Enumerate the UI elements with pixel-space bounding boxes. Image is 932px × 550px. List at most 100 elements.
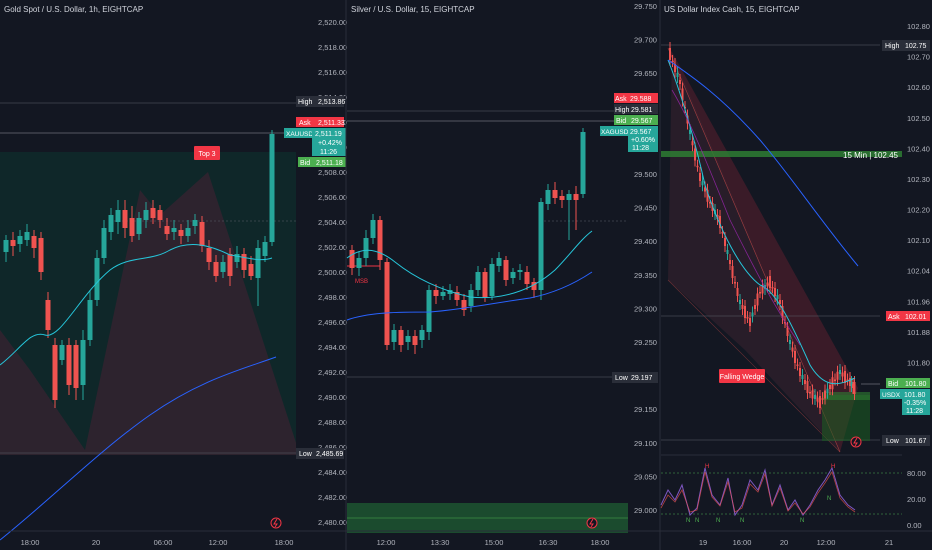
candle-body <box>841 372 844 377</box>
candle-body <box>115 210 121 222</box>
y-tick-label: 2,520.00 <box>318 18 347 27</box>
candle-body <box>108 215 114 232</box>
svg-text:H: H <box>831 464 835 470</box>
silver-replay-icon[interactable] <box>586 517 598 529</box>
osc-h-marker: H <box>705 464 709 470</box>
y-tick-label: 102.10 <box>907 236 930 245</box>
candle-body <box>269 134 275 242</box>
y-tick-label: 80.00 <box>907 469 926 478</box>
candle-body <box>774 288 776 296</box>
candle-body <box>701 181 704 186</box>
chart-panel-gold[interactable]: Top 3 Gold Spot / U.S. Dollar, 1h, EIGHT… <box>0 0 347 547</box>
candle-body <box>691 141 694 146</box>
x-tick-label: 18:00 <box>21 538 40 547</box>
svg-text:Bid: Bid <box>888 381 898 388</box>
candle-body <box>377 220 383 260</box>
chart-panel-silver[interactable]: MSB Silver / U.S. Dollar, 15, EIGHTCAP 2… <box>346 0 660 547</box>
candle-body <box>538 202 544 290</box>
candle-body <box>766 282 769 287</box>
candle-body <box>781 306 784 318</box>
usdx-candles <box>669 42 856 414</box>
candle-body <box>839 370 841 374</box>
candle-body <box>816 397 819 402</box>
candle-body <box>784 322 786 324</box>
candle-body <box>59 345 65 360</box>
candle-body <box>510 272 516 278</box>
x-tick-label: 20 <box>92 538 100 547</box>
svg-text:Low: Low <box>886 438 900 445</box>
y-tick-label: 29.100 <box>634 439 657 448</box>
gold-y-axis[interactable] <box>296 0 346 530</box>
osc-l-marker: N <box>740 518 744 524</box>
candle-body <box>580 132 586 194</box>
candle-body <box>814 395 816 399</box>
candle-body <box>426 290 432 332</box>
candle-body <box>729 260 731 264</box>
usdx-y-axis[interactable] <box>902 0 932 530</box>
candle-body <box>824 390 826 399</box>
candle-body <box>826 388 829 393</box>
svg-text:Ask: Ask <box>299 120 311 127</box>
y-tick-label: 2,500.00 <box>318 268 347 277</box>
usdx-high-tag: High 102.75 <box>882 40 930 51</box>
candle-body <box>185 228 191 236</box>
svg-text:XAGUSD: XAGUSD <box>601 129 629 136</box>
candle-body <box>776 295 779 299</box>
svg-text:101.67: 101.67 <box>905 438 927 445</box>
candle-body <box>811 390 814 399</box>
svg-text:Bid: Bid <box>616 118 626 125</box>
candle-body <box>391 330 397 342</box>
y-tick-label: 2,498.00 <box>318 293 347 302</box>
candle-body <box>806 381 809 393</box>
candle-body <box>734 282 736 284</box>
gold-replay-icon[interactable] <box>270 517 282 529</box>
usdx-replay-icon[interactable] <box>850 436 862 448</box>
silver-ask-tag: Ask 29.588 <box>614 93 658 103</box>
candle-body <box>552 190 558 198</box>
y-tick-label: 29.050 <box>634 472 657 481</box>
y-tick-label: 29.700 <box>634 36 657 45</box>
svg-text:11:28: 11:28 <box>632 145 649 152</box>
candle-body <box>721 232 724 234</box>
candle-body <box>150 208 156 218</box>
candle-body <box>724 238 726 246</box>
candle-body <box>799 368 801 376</box>
silver-x-axis[interactable]: 12:00 13:30 15:00 16:30 18:00 <box>377 538 610 547</box>
candle-body <box>801 375 804 379</box>
silver-annotation-msb: MSB <box>355 279 368 285</box>
y-tick-label: 29.400 <box>634 237 657 246</box>
y-tick-label: 102.04 <box>907 267 930 276</box>
usdx-annotation-wedge: Falling Wedge <box>720 374 765 381</box>
y-tick-label: 2,486.00 <box>318 443 347 452</box>
svg-text:H: H <box>705 464 709 470</box>
gold-ask-tag: Ask 2,511.33 <box>296 117 345 127</box>
usdx-bid-tag: Bid 101.80 <box>886 378 930 388</box>
silver-y-axis[interactable] <box>628 0 660 530</box>
y-tick-label: 2,506.00 <box>318 193 347 202</box>
candle-body <box>38 238 44 272</box>
candle-body <box>819 396 821 408</box>
gold-x-axis[interactable]: 18:00 20 06:00 12:00 18:00 <box>21 538 294 547</box>
candle-body <box>356 258 362 268</box>
svg-text:Low: Low <box>615 375 629 382</box>
candle-body <box>791 347 794 352</box>
x-tick-label: 13:30 <box>431 538 450 547</box>
candle-body <box>384 262 390 345</box>
usdx-oscillator[interactable]: H H N N N N N N <box>660 464 902 524</box>
candle-body <box>87 300 93 340</box>
osc-l-marker: N <box>716 518 720 524</box>
candle-body <box>17 236 23 244</box>
candle-body <box>844 371 846 383</box>
chart-panel-usdx[interactable]: 15 Min | 102.45 Falling Wedge US Dollar … <box>660 0 932 547</box>
svg-text:29.567: 29.567 <box>631 118 653 125</box>
svg-text:102.75: 102.75 <box>905 43 927 50</box>
silver-bid-tag: Bid 29.567 <box>614 115 658 125</box>
svg-text:+0.42%: +0.42% <box>318 140 342 147</box>
y-tick-label: 29.750 <box>634 2 657 11</box>
candle-body <box>771 287 774 289</box>
svg-text:High: High <box>298 99 313 106</box>
usdx-x-axis[interactable]: 19 16:00 20 12:00 21 <box>699 538 893 547</box>
svg-text:Ask: Ask <box>888 314 900 321</box>
candle-body <box>731 266 734 278</box>
candle-body <box>744 306 746 318</box>
